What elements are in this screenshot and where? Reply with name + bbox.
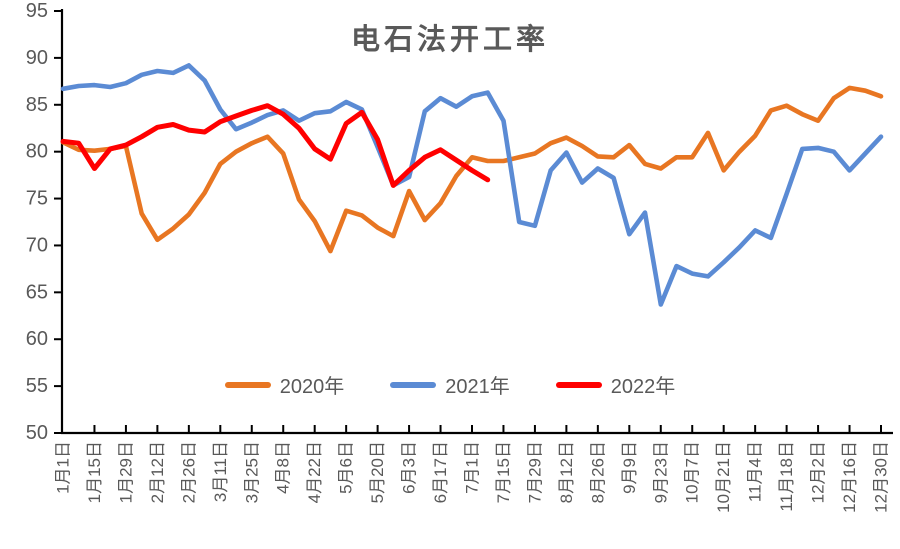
x-tick-label: 12月30日 — [872, 441, 891, 513]
x-tick-label: 8月12日 — [557, 441, 576, 503]
legend-swatch-2020 — [224, 381, 271, 388]
chart-legend: 2020年 2021年 2022年 — [0, 370, 900, 399]
x-tick-label: 5月20日 — [368, 441, 387, 503]
x-tick-label: 10月7日 — [683, 441, 702, 503]
x-tick-label: 9月23日 — [651, 441, 670, 503]
y-tick-label: 60 — [26, 328, 48, 350]
x-tick-label: 8月26日 — [588, 441, 607, 503]
x-tick-label: 9月9日 — [620, 441, 639, 494]
legend-swatch-2021 — [390, 381, 437, 388]
legend-label-2020: 2020年 — [279, 376, 345, 398]
chart-title: 电石法开工率 — [350, 24, 549, 56]
x-tick-label: 10月21日 — [714, 441, 733, 513]
x-tick-label: 12月16日 — [840, 441, 859, 513]
legend-item-2021: 2021年 — [390, 370, 510, 399]
y-tick-label: 75 — [26, 188, 48, 210]
x-tick-label: 1月15日 — [85, 441, 104, 503]
legend-label-2021: 2021年 — [445, 376, 510, 398]
series-line-2021年 — [60, 63, 884, 307]
y-tick-label: 65 — [26, 281, 48, 303]
x-tick-label: 7月15日 — [494, 441, 513, 503]
x-tick-label: 5月6日 — [337, 441, 356, 494]
series-line-2020年 — [60, 85, 884, 254]
x-tick-label: 2月12日 — [148, 441, 167, 503]
y-tick-label: 55 — [26, 375, 48, 397]
legend-label-2022: 2022年 — [610, 376, 676, 398]
x-tick-label: 4月22日 — [305, 441, 324, 503]
legend-item-2020: 2020年 — [224, 370, 345, 399]
y-tick-label: 70 — [26, 234, 48, 256]
x-tick-label: 7月1日 — [463, 441, 482, 494]
y-tick-label: 80 — [26, 141, 48, 163]
legend-swatch-2022 — [555, 381, 602, 388]
y-tick-label: 50 — [26, 422, 48, 444]
x-tick-label: 1月1日 — [54, 441, 73, 494]
x-tick-label: 7月29日 — [525, 441, 544, 503]
x-tick-label: 11月4日 — [746, 441, 765, 502]
x-tick-label: 4月8日 — [274, 441, 293, 494]
x-tick-label: 6月3日 — [400, 441, 419, 494]
x-tick-label: 11月18日 — [777, 441, 796, 512]
x-tick-label: 12月2日 — [809, 441, 828, 503]
series-line-2022年 — [60, 103, 491, 188]
y-tick-label: 90 — [26, 47, 48, 69]
x-tick-label: 3月11日 — [211, 441, 230, 502]
x-tick-label: 3月25日 — [242, 441, 261, 503]
y-tick-label: 85 — [26, 94, 48, 116]
x-tick-label: 2月26日 — [179, 441, 198, 503]
legend-item-2022: 2022年 — [555, 370, 676, 399]
x-tick-label: 6月17日 — [431, 441, 450, 503]
y-tick-label: 95 — [26, 0, 48, 22]
x-tick-label: 1月29日 — [116, 441, 135, 503]
